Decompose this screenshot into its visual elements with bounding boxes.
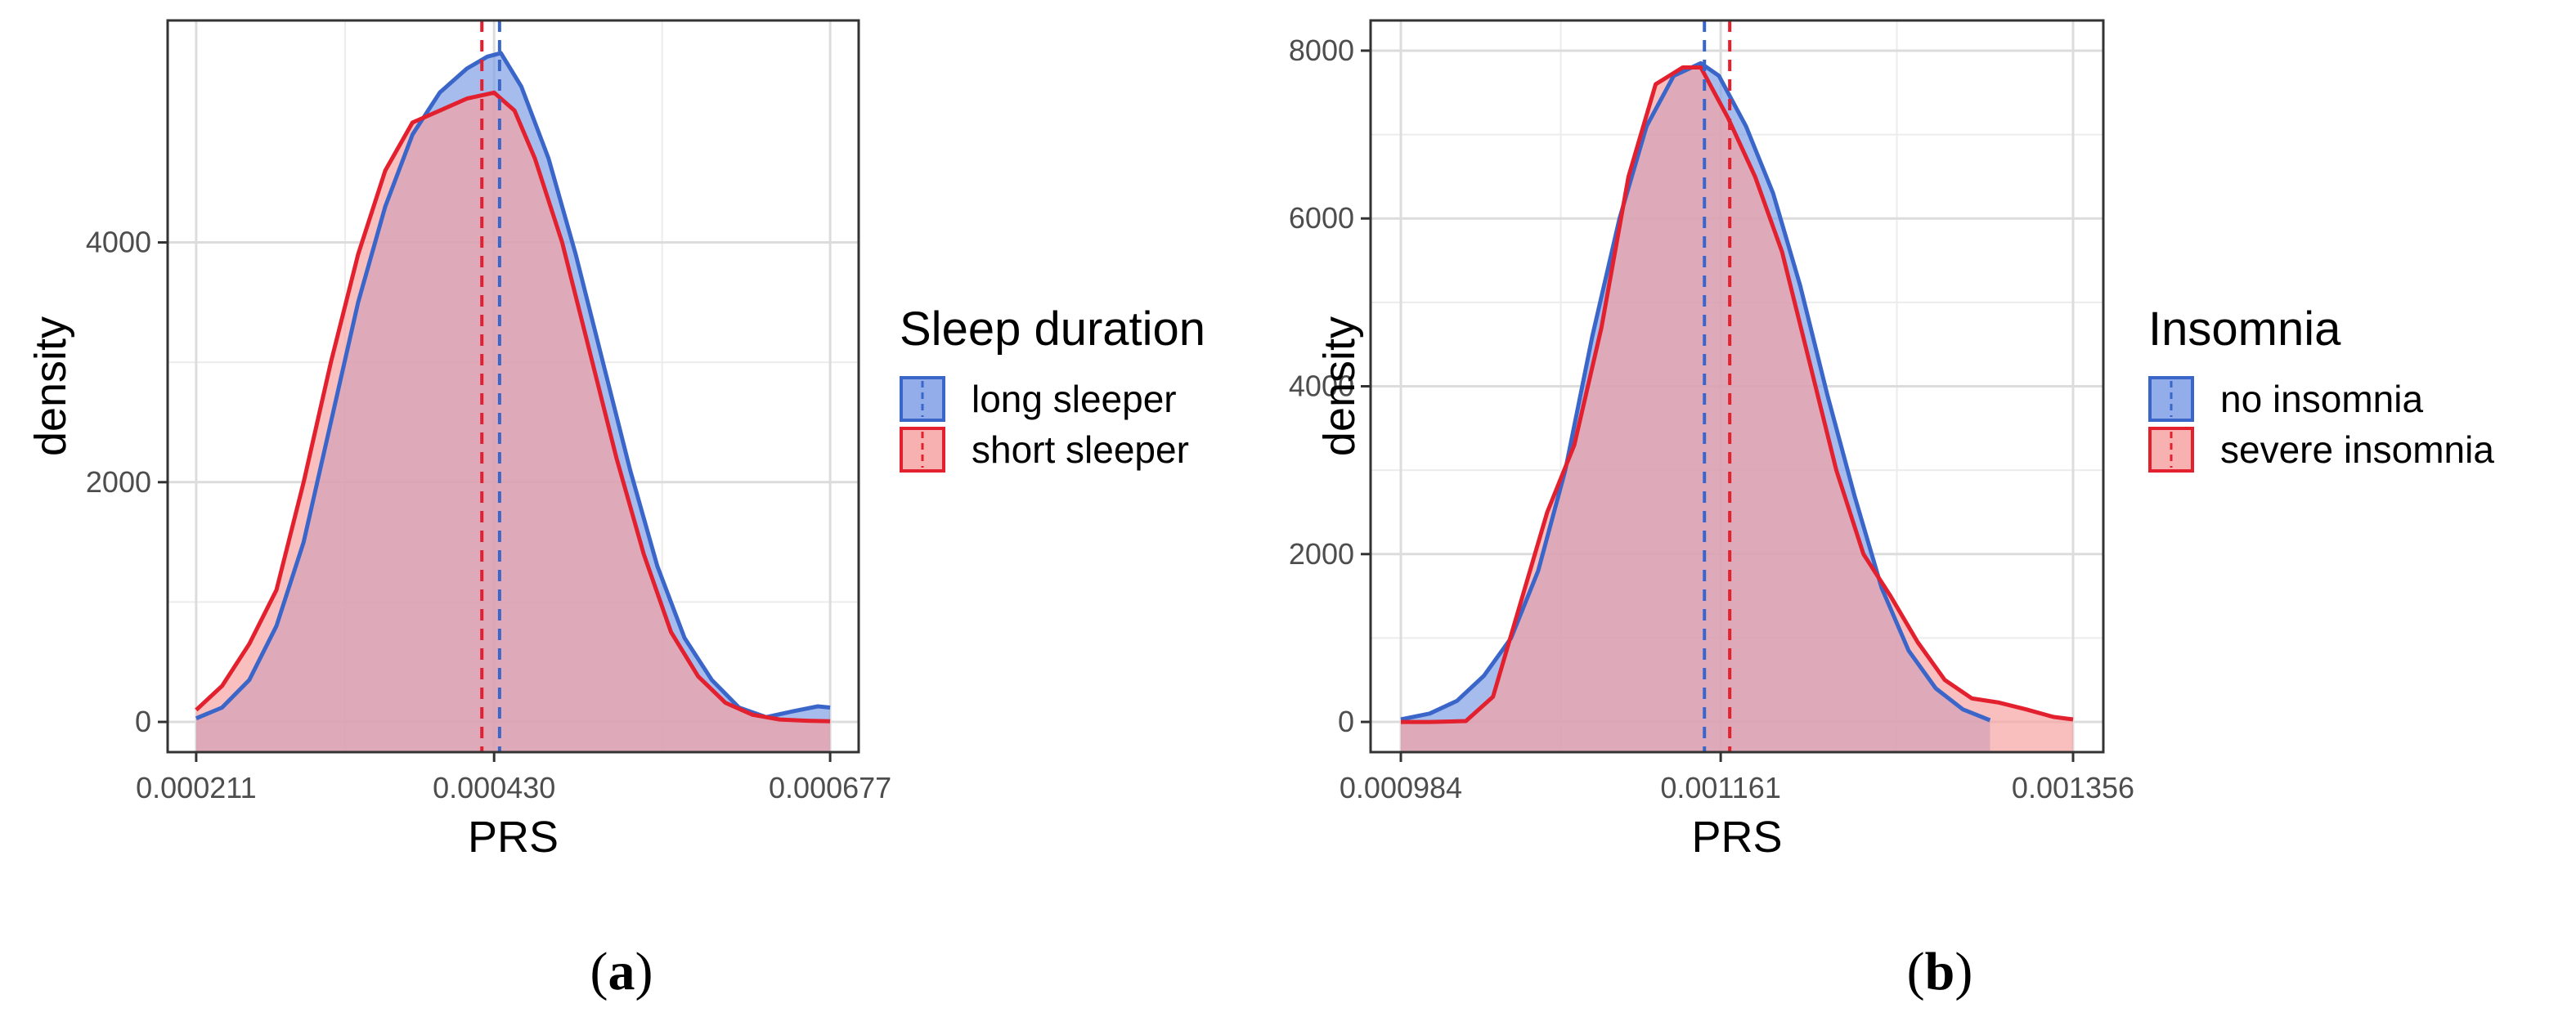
panel-caption: (a): [590, 942, 653, 1001]
density-line-1: [195, 90, 831, 724]
density-line-0: [1400, 60, 1991, 723]
legend: Sleep duration long sleeper short sleeper: [900, 302, 1205, 473]
x-tick-label: 0.000677: [769, 771, 891, 804]
legend-item-1: severe insomnia: [2148, 427, 2494, 473]
density-area-1: [195, 92, 831, 753]
panel-a: 0.000211 0.000430 0.000677 0 2000 4000 PRS dens…: [26, 19, 1205, 1001]
y-tick-label: 4000: [86, 226, 151, 259]
x-axis-title: PRS: [1691, 813, 1782, 862]
density-area-1: [1400, 67, 2074, 752]
x-tick-label: 0.000984: [1340, 771, 1462, 804]
y-tick-label: 0: [1338, 705, 1354, 738]
x-tick-label: 0.001356: [2012, 771, 2134, 804]
y-axis-title: density: [26, 316, 75, 456]
y-tick-label: 4000: [1289, 370, 1354, 403]
legend-item-0: no insomnia: [2148, 376, 2423, 422]
y-tick-label: 8000: [1289, 34, 1354, 67]
y-tick-label: 6000: [1289, 201, 1354, 235]
x-axis-title: PRS: [468, 813, 559, 862]
legend-label: severe insomnia: [2220, 428, 2494, 471]
x-tick-label: 0.000430: [433, 771, 555, 804]
legend-key: [2148, 376, 2194, 422]
legend-item-0: long sleeper: [900, 376, 1177, 422]
panel-caption: (b): [1907, 942, 1973, 1001]
legend-label: long sleeper: [972, 378, 1177, 420]
legend: Insomnia no insomnia severe insomnia: [2148, 302, 2494, 473]
plot-border: [166, 19, 860, 754]
x-tick-label: 0.001161: [1660, 771, 1780, 804]
y-tick-label: 2000: [1289, 537, 1354, 571]
legend-item-1: short sleeper: [900, 427, 1189, 473]
legend-label: no insomnia: [2220, 378, 2423, 420]
density-line-1: [1401, 65, 2074, 724]
y-axis-title: density: [1315, 316, 1364, 456]
legend-title: Insomnia: [2148, 302, 2341, 356]
y-tick-label: 0: [135, 705, 151, 738]
legend-label: short sleeper: [972, 428, 1189, 471]
legend-title: Sleep duration: [900, 302, 1205, 356]
x-tick-label: 0.000211: [136, 771, 256, 804]
y-tick-label: 2000: [86, 465, 151, 499]
panel-b: 0.000984 0.001161 0.001356 0 2000 4000 6000 800…: [1289, 19, 2494, 1001]
density-line-0: [195, 51, 831, 721]
